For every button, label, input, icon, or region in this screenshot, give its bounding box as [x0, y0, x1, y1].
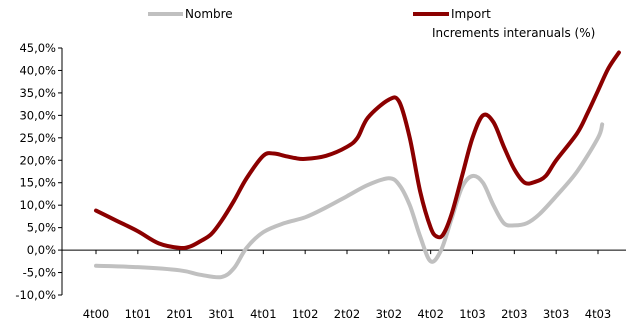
- x-axis: 4t00 1t01 2t01 3t01 4t01 1t02 2t02 3t02 4t02 1t03…: [62, 249, 626, 321]
- y-tick-label: 5,0%: [27, 221, 56, 235]
- y-axis: 45,0% 40,0% 35,0% 30,0% 25,0% 20,0% 15,0% 10,0%…: [15, 41, 63, 302]
- x-tick-label: 2t03: [501, 307, 527, 321]
- x-tick-label: 1t02: [292, 307, 318, 321]
- y-tick-label: 15,0%: [19, 176, 56, 190]
- x-tick-label: 3t02: [376, 307, 402, 321]
- legend: Nombre Import: [148, 7, 491, 21]
- legend-label-nombre: Nombre: [185, 7, 233, 21]
- y-tick-label: -5,0%: [23, 266, 56, 280]
- x-tick-label: 2t01: [166, 307, 192, 321]
- series-line-import: [94, 50, 621, 251]
- x-tick-label: 3t03: [543, 307, 569, 321]
- y-tick-label: -10,0%: [15, 288, 56, 302]
- x-tick-label: 4t02: [417, 307, 443, 321]
- series-line-nombre: [94, 122, 605, 280]
- chart-subtitle: Increments interanuals (%): [432, 26, 595, 40]
- y-tick-label: 30,0%: [19, 108, 56, 122]
- x-tick-label: 4t00: [83, 307, 109, 321]
- y-tick-label: 25,0%: [19, 131, 56, 145]
- x-tick-label: 4t01: [250, 307, 276, 321]
- x-tick-label: 1t03: [459, 307, 485, 321]
- y-tick-label: 0,0%: [27, 243, 56, 257]
- x-tick-label: 4t03: [585, 307, 611, 321]
- y-tick-label: 40,0%: [19, 63, 56, 77]
- x-tick-label: 1t01: [125, 307, 151, 321]
- x-tick-label: 3t01: [208, 307, 234, 321]
- y-tick-label: 20,0%: [19, 153, 56, 167]
- y-tick-label: 45,0%: [19, 41, 56, 55]
- y-tick-label: 35,0%: [19, 86, 56, 100]
- series-group: [94, 50, 621, 280]
- x-tick-label: 2t02: [334, 307, 360, 321]
- y-tick-label: 10,0%: [19, 198, 56, 212]
- legend-label-import: Import: [451, 7, 491, 21]
